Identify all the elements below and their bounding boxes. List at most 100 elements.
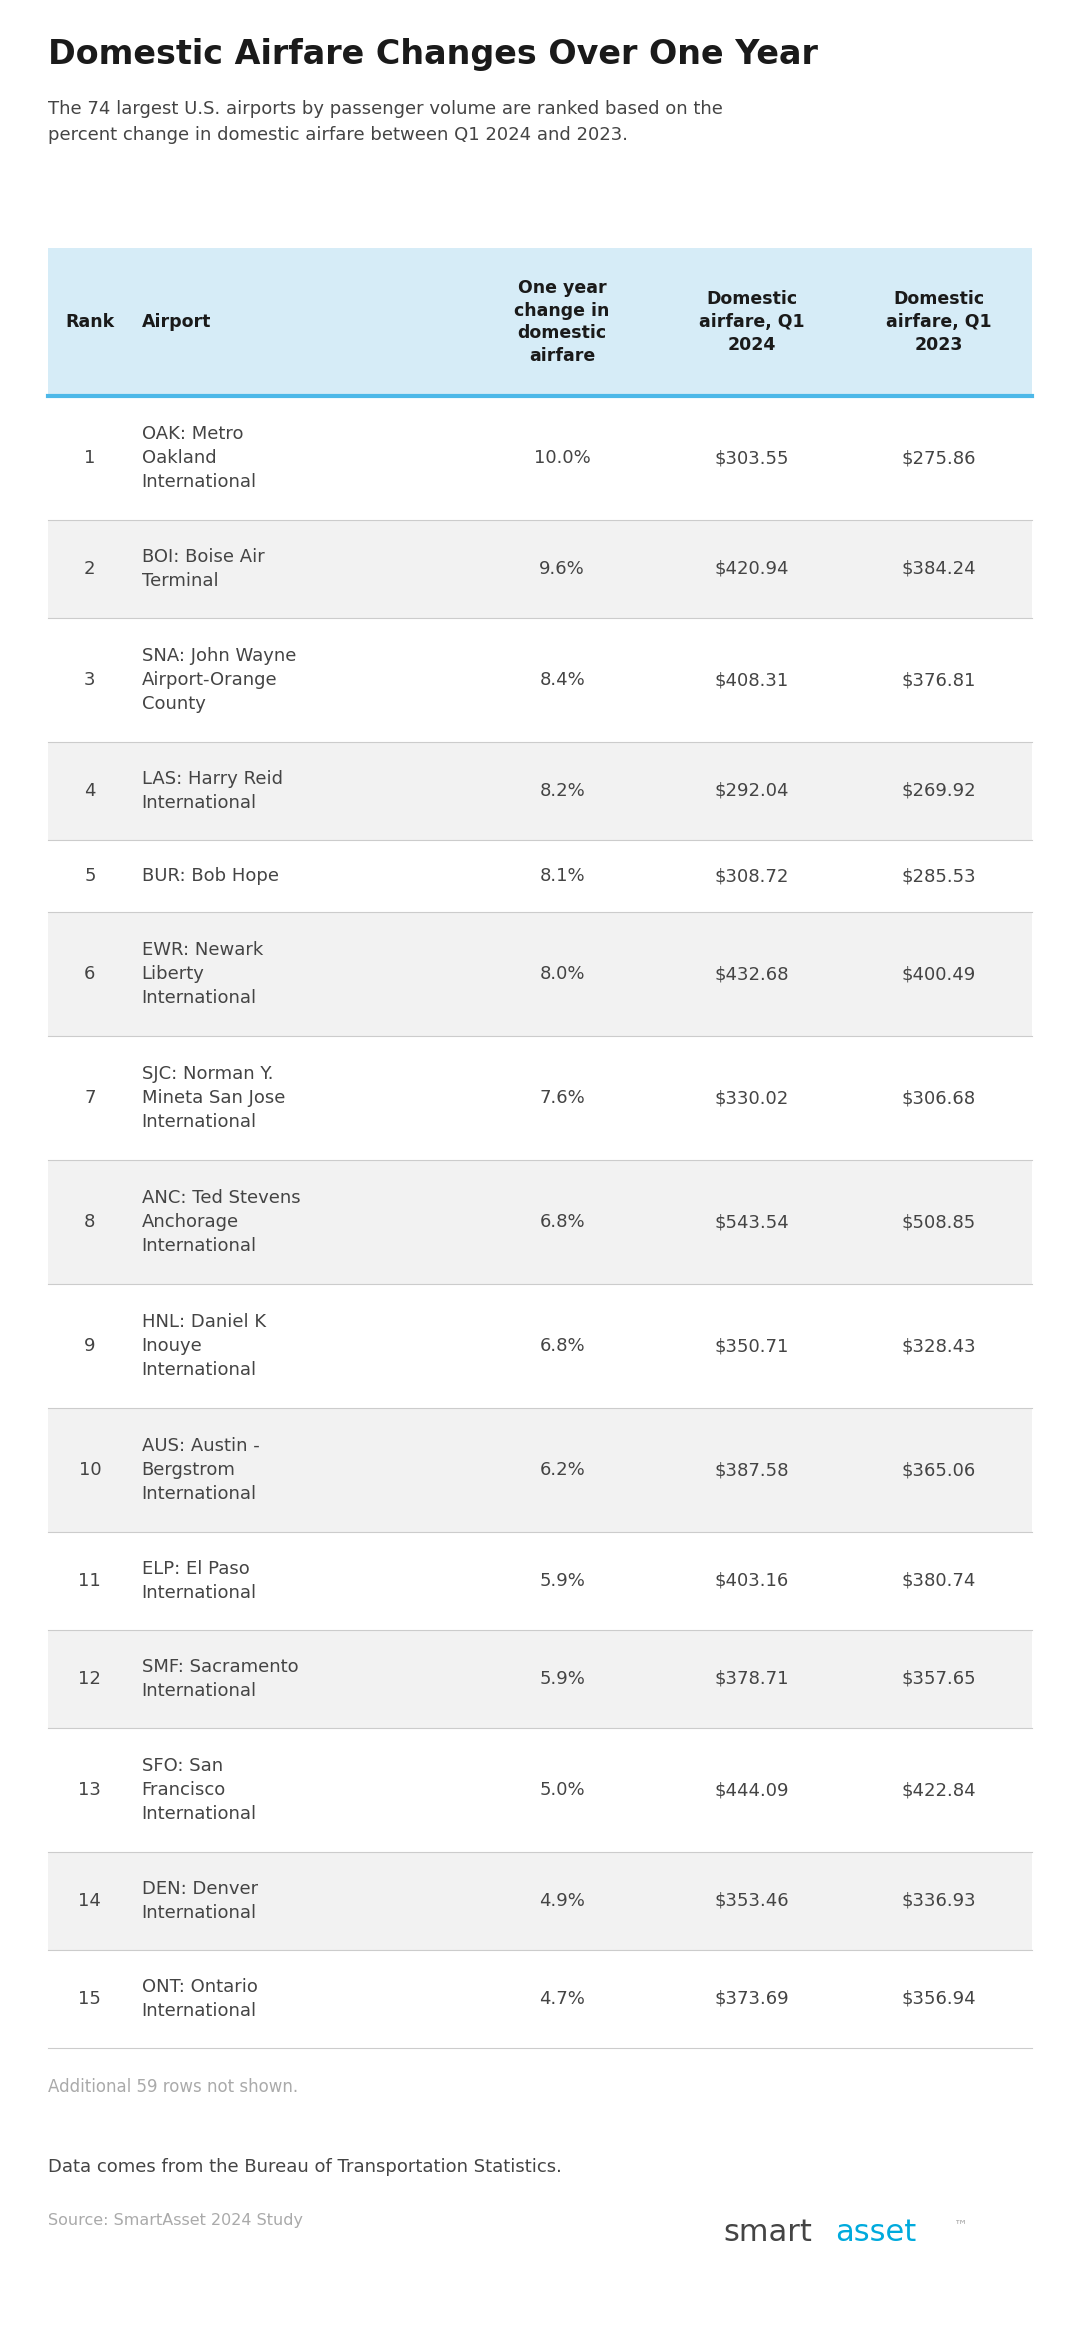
Bar — [48, 1407, 1032, 1531]
Text: 1: 1 — [84, 448, 95, 467]
Text: BOI: Boise Air
Terminal: BOI: Boise Air Terminal — [141, 548, 265, 591]
Text: Source: SmartAsset 2024 Study: Source: SmartAsset 2024 Study — [48, 2213, 303, 2229]
Text: 14: 14 — [79, 1893, 102, 1909]
Text: SNA: John Wayne
Airport-Orange
County: SNA: John Wayne Airport-Orange County — [141, 647, 296, 714]
Text: $380.74: $380.74 — [902, 1573, 975, 1589]
Text: 5.9%: 5.9% — [539, 1573, 585, 1589]
Text: 5: 5 — [84, 866, 95, 885]
Text: Data comes from the Bureau of Transportation Statistics.: Data comes from the Bureau of Transporta… — [48, 2159, 562, 2175]
Text: $444.09: $444.09 — [714, 1781, 788, 1800]
Text: 6: 6 — [84, 964, 95, 983]
Bar — [48, 742, 1032, 840]
Text: 11: 11 — [79, 1573, 102, 1589]
Bar — [48, 913, 1032, 1036]
Text: 7.6%: 7.6% — [539, 1090, 585, 1106]
Text: $308.72: $308.72 — [714, 866, 788, 885]
Text: 8.2%: 8.2% — [539, 782, 585, 801]
Bar — [48, 1284, 1032, 1407]
Bar — [48, 1851, 1032, 1949]
Text: 4.9%: 4.9% — [539, 1893, 585, 1909]
Text: $330.02: $330.02 — [715, 1090, 788, 1106]
Text: 4: 4 — [84, 782, 95, 801]
Text: 8: 8 — [84, 1214, 95, 1230]
Text: $403.16: $403.16 — [715, 1573, 788, 1589]
Text: smart: smart — [724, 2217, 812, 2248]
Text: $353.46: $353.46 — [714, 1893, 788, 1909]
Text: 9.6%: 9.6% — [539, 560, 585, 579]
Text: $508.85: $508.85 — [902, 1214, 975, 1230]
Bar — [48, 840, 1032, 913]
Bar — [48, 1036, 1032, 1160]
Text: 6.8%: 6.8% — [539, 1214, 585, 1230]
Text: 5.0%: 5.0% — [539, 1781, 585, 1800]
Text: 15: 15 — [79, 1991, 102, 2007]
Bar — [48, 397, 1032, 520]
Text: 2: 2 — [84, 560, 95, 579]
Text: SJC: Norman Y.
Mineta San Jose
International: SJC: Norman Y. Mineta San Jose Internati… — [141, 1064, 285, 1132]
Text: Domestic
airfare, Q1
2024: Domestic airfare, Q1 2024 — [699, 289, 805, 355]
Text: 12: 12 — [79, 1671, 102, 1687]
Text: SFO: San
Francisco
International: SFO: San Francisco International — [141, 1758, 257, 1823]
Text: 10: 10 — [79, 1461, 102, 1480]
Text: $400.49: $400.49 — [902, 964, 975, 983]
Text: $356.94: $356.94 — [901, 1991, 976, 2007]
Text: 4.7%: 4.7% — [539, 1991, 585, 2007]
Text: $420.94: $420.94 — [714, 560, 788, 579]
Text: $422.84: $422.84 — [901, 1781, 976, 1800]
Text: LAS: Harry Reid
International: LAS: Harry Reid International — [141, 770, 283, 812]
Text: AUS: Austin -
Bergstrom
International: AUS: Austin - Bergstrom International — [141, 1438, 259, 1503]
Text: DEN: Denver
International: DEN: Denver International — [141, 1879, 258, 1923]
Text: 9: 9 — [84, 1337, 95, 1356]
Text: The 74 largest U.S. airports by passenger volume are ranked based on the
percent: The 74 largest U.S. airports by passenge… — [48, 100, 723, 145]
Text: 8.1%: 8.1% — [539, 866, 585, 885]
Text: $365.06: $365.06 — [902, 1461, 975, 1480]
Text: SMF: Sacramento
International: SMF: Sacramento International — [141, 1657, 298, 1699]
Bar — [48, 1531, 1032, 1629]
Text: ONT: Ontario
International: ONT: Ontario International — [141, 1977, 257, 2021]
Bar — [48, 1949, 1032, 2047]
Bar — [48, 247, 1032, 397]
Text: $303.55: $303.55 — [714, 448, 788, 467]
Text: $376.81: $376.81 — [902, 670, 975, 689]
Text: $285.53: $285.53 — [901, 866, 976, 885]
Text: EWR: Newark
Liberty
International: EWR: Newark Liberty International — [141, 941, 262, 1008]
Text: Domestic
airfare, Q1
2023: Domestic airfare, Q1 2023 — [886, 289, 991, 355]
Bar — [48, 1160, 1032, 1284]
Text: $275.86: $275.86 — [902, 448, 975, 467]
Bar — [48, 520, 1032, 619]
Text: 3: 3 — [84, 670, 95, 689]
Text: 10.0%: 10.0% — [534, 448, 591, 467]
Text: ™: ™ — [954, 2217, 968, 2231]
Text: Rank: Rank — [65, 313, 114, 331]
Text: $306.68: $306.68 — [902, 1090, 975, 1106]
Text: 6.8%: 6.8% — [539, 1337, 585, 1356]
Text: OAK: Metro
Oakland
International: OAK: Metro Oakland International — [141, 425, 257, 490]
Text: 7: 7 — [84, 1090, 95, 1106]
Text: $350.71: $350.71 — [714, 1337, 788, 1356]
Text: HNL: Daniel K
Inouye
International: HNL: Daniel K Inouye International — [141, 1312, 266, 1379]
Text: $328.43: $328.43 — [901, 1337, 976, 1356]
Text: $384.24: $384.24 — [901, 560, 976, 579]
Text: $336.93: $336.93 — [901, 1893, 976, 1909]
Text: 6.2%: 6.2% — [539, 1461, 585, 1480]
Text: 5.9%: 5.9% — [539, 1671, 585, 1687]
Text: $269.92: $269.92 — [901, 782, 976, 801]
Text: One year
change in
domestic
airfare: One year change in domestic airfare — [514, 278, 610, 366]
Text: $373.69: $373.69 — [714, 1991, 788, 2007]
Text: ELP: El Paso
International: ELP: El Paso International — [141, 1559, 257, 1601]
Text: BUR: Bob Hope: BUR: Bob Hope — [141, 866, 279, 885]
Text: $543.54: $543.54 — [714, 1214, 788, 1230]
Bar — [48, 1629, 1032, 1727]
Text: asset: asset — [836, 2217, 917, 2248]
Text: Additional 59 rows not shown.: Additional 59 rows not shown. — [48, 2077, 298, 2096]
Text: Airport: Airport — [141, 313, 211, 331]
Text: $387.58: $387.58 — [714, 1461, 788, 1480]
Text: 8.0%: 8.0% — [539, 964, 585, 983]
Text: $408.31: $408.31 — [715, 670, 788, 689]
Text: $292.04: $292.04 — [714, 782, 788, 801]
Text: 13: 13 — [79, 1781, 102, 1800]
Text: Domestic Airfare Changes Over One Year: Domestic Airfare Changes Over One Year — [48, 37, 818, 70]
Bar — [48, 619, 1032, 742]
Text: 8.4%: 8.4% — [539, 670, 585, 689]
Text: ANC: Ted Stevens
Anchorage
International: ANC: Ted Stevens Anchorage International — [141, 1188, 300, 1256]
